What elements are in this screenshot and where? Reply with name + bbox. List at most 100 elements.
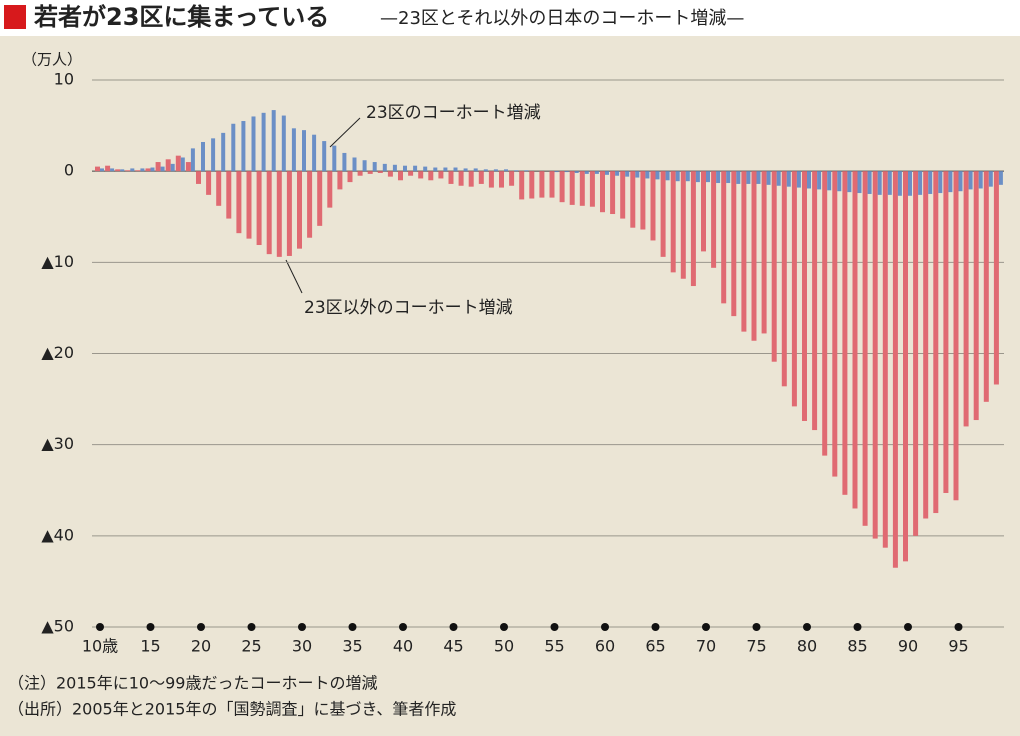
bar bbox=[983, 171, 989, 402]
bar bbox=[741, 171, 747, 332]
bar bbox=[837, 171, 842, 192]
x-tick-label: 45 bbox=[443, 637, 463, 656]
bar bbox=[943, 171, 949, 493]
bar bbox=[665, 171, 670, 181]
bar bbox=[539, 171, 545, 198]
bar bbox=[761, 171, 767, 334]
bar bbox=[504, 169, 508, 172]
leader-line bbox=[329, 117, 361, 148]
bar bbox=[610, 171, 616, 215]
x-tick-label: 40 bbox=[393, 637, 413, 656]
bar bbox=[993, 171, 999, 385]
bar bbox=[690, 171, 696, 287]
bar bbox=[938, 171, 943, 194]
y-tick-label: ▲50 bbox=[41, 617, 74, 636]
bar bbox=[650, 171, 656, 241]
bar bbox=[842, 171, 848, 495]
bar bbox=[433, 167, 438, 172]
bar bbox=[645, 171, 650, 179]
bar bbox=[327, 171, 333, 208]
bar bbox=[903, 171, 908, 562]
bar bbox=[514, 170, 519, 172]
bar bbox=[443, 167, 448, 172]
bar bbox=[231, 123, 236, 172]
bar bbox=[963, 171, 969, 427]
bar bbox=[130, 168, 135, 172]
axis-dot bbox=[853, 623, 862, 631]
bar bbox=[150, 167, 155, 172]
bar bbox=[256, 171, 262, 246]
bar bbox=[509, 171, 515, 186]
bar bbox=[600, 171, 605, 213]
bar bbox=[554, 171, 559, 173]
bar bbox=[569, 171, 575, 205]
bar bbox=[110, 168, 115, 172]
bar bbox=[887, 171, 892, 195]
bar bbox=[246, 171, 252, 239]
bar bbox=[196, 171, 201, 184]
chart-title: 若者が23区に集まっている bbox=[33, 3, 329, 31]
bar bbox=[332, 145, 337, 172]
bar bbox=[266, 171, 272, 255]
bar bbox=[413, 165, 418, 172]
bar bbox=[170, 163, 175, 172]
bar bbox=[251, 116, 256, 172]
x-tick-label: 65 bbox=[645, 637, 665, 656]
header-bg bbox=[0, 0, 1020, 36]
x-tick-label: 60 bbox=[595, 637, 615, 656]
bar bbox=[660, 171, 666, 257]
bar bbox=[812, 171, 818, 431]
bar bbox=[377, 171, 383, 173]
bar bbox=[897, 171, 902, 196]
bar bbox=[206, 171, 212, 195]
bar bbox=[701, 171, 706, 252]
bar bbox=[428, 171, 434, 181]
bar bbox=[478, 171, 484, 184]
bar bbox=[387, 171, 393, 177]
bar bbox=[448, 171, 454, 184]
bar bbox=[493, 169, 498, 172]
bar bbox=[276, 171, 282, 257]
bar bbox=[958, 171, 963, 192]
bar bbox=[721, 171, 727, 304]
bar bbox=[564, 171, 569, 173]
bar bbox=[302, 130, 306, 172]
bar bbox=[766, 171, 771, 185]
bar bbox=[877, 171, 882, 195]
x-tick-label: 70 bbox=[696, 637, 716, 656]
bar bbox=[559, 171, 565, 203]
bar bbox=[135, 170, 141, 172]
bar bbox=[771, 171, 777, 362]
bar bbox=[120, 169, 125, 172]
bar bbox=[524, 170, 529, 172]
bar bbox=[297, 171, 302, 249]
bar bbox=[635, 171, 640, 178]
bar bbox=[695, 171, 700, 183]
bar bbox=[594, 171, 599, 174]
bar bbox=[95, 166, 100, 172]
bar bbox=[398, 171, 403, 181]
bar bbox=[453, 167, 458, 172]
bar bbox=[468, 171, 474, 187]
bar bbox=[488, 171, 494, 188]
bar bbox=[882, 171, 888, 548]
bar bbox=[115, 169, 121, 172]
x-tick-label: 25 bbox=[241, 637, 261, 656]
bar bbox=[392, 164, 397, 172]
bar bbox=[736, 171, 741, 184]
y-tick-label: 10 bbox=[54, 70, 74, 89]
axis-dot bbox=[550, 623, 559, 631]
bar bbox=[145, 168, 151, 172]
bar bbox=[711, 171, 717, 268]
bar bbox=[100, 168, 104, 172]
axis-dot bbox=[803, 623, 811, 631]
bar bbox=[928, 171, 933, 194]
bar bbox=[913, 171, 919, 536]
bar bbox=[625, 171, 630, 177]
bar bbox=[382, 163, 387, 172]
bar bbox=[640, 171, 646, 230]
bar bbox=[372, 162, 377, 172]
bar bbox=[791, 171, 797, 407]
bar bbox=[473, 168, 478, 172]
